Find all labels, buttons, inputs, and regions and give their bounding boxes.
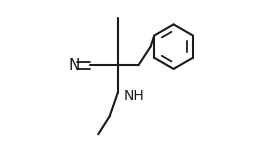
Text: NH: NH <box>123 89 144 103</box>
Text: N: N <box>69 58 80 73</box>
